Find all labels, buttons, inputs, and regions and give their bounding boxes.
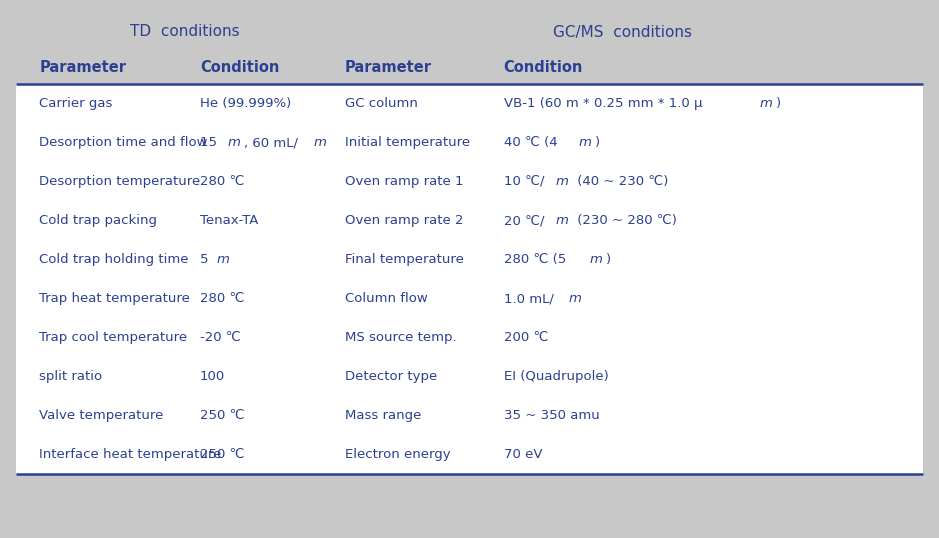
Text: Carrier gas: Carrier gas (39, 97, 113, 110)
Text: m: m (578, 136, 592, 149)
Text: Valve temperature: Valve temperature (39, 409, 163, 422)
Text: Initial temperature: Initial temperature (345, 136, 470, 149)
Text: VB-1 (60 m * 0.25 mm * 1.0 μ: VB-1 (60 m * 0.25 mm * 1.0 μ (503, 97, 702, 110)
Text: Mass range: Mass range (345, 409, 422, 422)
Text: m: m (556, 175, 569, 188)
Text: (230 ~ 280 ℃): (230 ~ 280 ℃) (573, 214, 676, 227)
Text: Column flow: Column flow (345, 292, 428, 305)
Text: 20 ℃/: 20 ℃/ (503, 214, 545, 227)
Text: Parameter: Parameter (345, 60, 432, 75)
Text: 15: 15 (200, 136, 221, 149)
Text: 40 ℃ (4: 40 ℃ (4 (503, 136, 562, 149)
Text: Electron energy: Electron energy (345, 448, 451, 461)
Text: , 60 mL/: , 60 mL/ (244, 136, 298, 149)
Text: 1.0 mL/: 1.0 mL/ (503, 292, 554, 305)
Text: Detector type: Detector type (345, 370, 438, 383)
Text: m: m (216, 253, 229, 266)
Text: m: m (568, 292, 581, 305)
Text: 280 ℃: 280 ℃ (200, 175, 244, 188)
Text: GC/MS  conditions: GC/MS conditions (553, 25, 692, 39)
Text: Desorption temperature: Desorption temperature (39, 175, 201, 188)
Text: 200 ℃: 200 ℃ (503, 331, 548, 344)
Bar (16, 52, 923, 84)
Bar (16, 84, 923, 474)
Text: m: m (314, 136, 327, 149)
Text: 35 ~ 350 amu: 35 ~ 350 amu (503, 409, 599, 422)
Text: 250 ℃: 250 ℃ (200, 409, 244, 422)
Text: 250 ℃: 250 ℃ (200, 448, 244, 461)
Text: Trap cool temperature: Trap cool temperature (39, 331, 188, 344)
Text: He (99.999%): He (99.999%) (200, 97, 291, 110)
Text: m: m (556, 214, 569, 227)
Text: Parameter: Parameter (39, 60, 127, 75)
Text: Condition: Condition (503, 60, 583, 75)
Text: ): ) (777, 97, 781, 110)
Text: Cold trap holding time: Cold trap holding time (39, 253, 189, 266)
Text: 280 ℃ (5: 280 ℃ (5 (503, 253, 570, 266)
Text: GC column: GC column (345, 97, 418, 110)
Text: 100: 100 (200, 370, 225, 383)
Text: m: m (760, 97, 773, 110)
Text: EI (Quadrupole): EI (Quadrupole) (503, 370, 608, 383)
Bar (16, 12, 923, 52)
Text: 280 ℃: 280 ℃ (200, 292, 244, 305)
Text: 5: 5 (200, 253, 212, 266)
Text: m: m (590, 253, 603, 266)
Text: split ratio: split ratio (39, 370, 102, 383)
Text: (40 ~ 230 ℃): (40 ~ 230 ℃) (573, 175, 668, 188)
Text: -20 ℃: -20 ℃ (200, 331, 240, 344)
Text: Oven ramp rate 1: Oven ramp rate 1 (345, 175, 464, 188)
Text: m: m (227, 136, 240, 149)
Text: ): ) (595, 136, 600, 149)
Text: Condition: Condition (200, 60, 279, 75)
Text: Interface heat temperature: Interface heat temperature (39, 448, 222, 461)
Text: 10 ℃/: 10 ℃/ (503, 175, 545, 188)
Text: Desorption time and flow: Desorption time and flow (39, 136, 208, 149)
Text: 70 eV: 70 eV (503, 448, 542, 461)
Text: TD  conditions: TD conditions (131, 25, 240, 39)
Text: Trap heat temperature: Trap heat temperature (39, 292, 191, 305)
Text: MS source temp.: MS source temp. (345, 331, 456, 344)
Text: Cold trap packing: Cold trap packing (39, 214, 158, 227)
Text: Oven ramp rate 2: Oven ramp rate 2 (345, 214, 464, 227)
Text: Tenax-TA: Tenax-TA (200, 214, 258, 227)
Text: Final temperature: Final temperature (345, 253, 464, 266)
Text: ): ) (607, 253, 611, 266)
